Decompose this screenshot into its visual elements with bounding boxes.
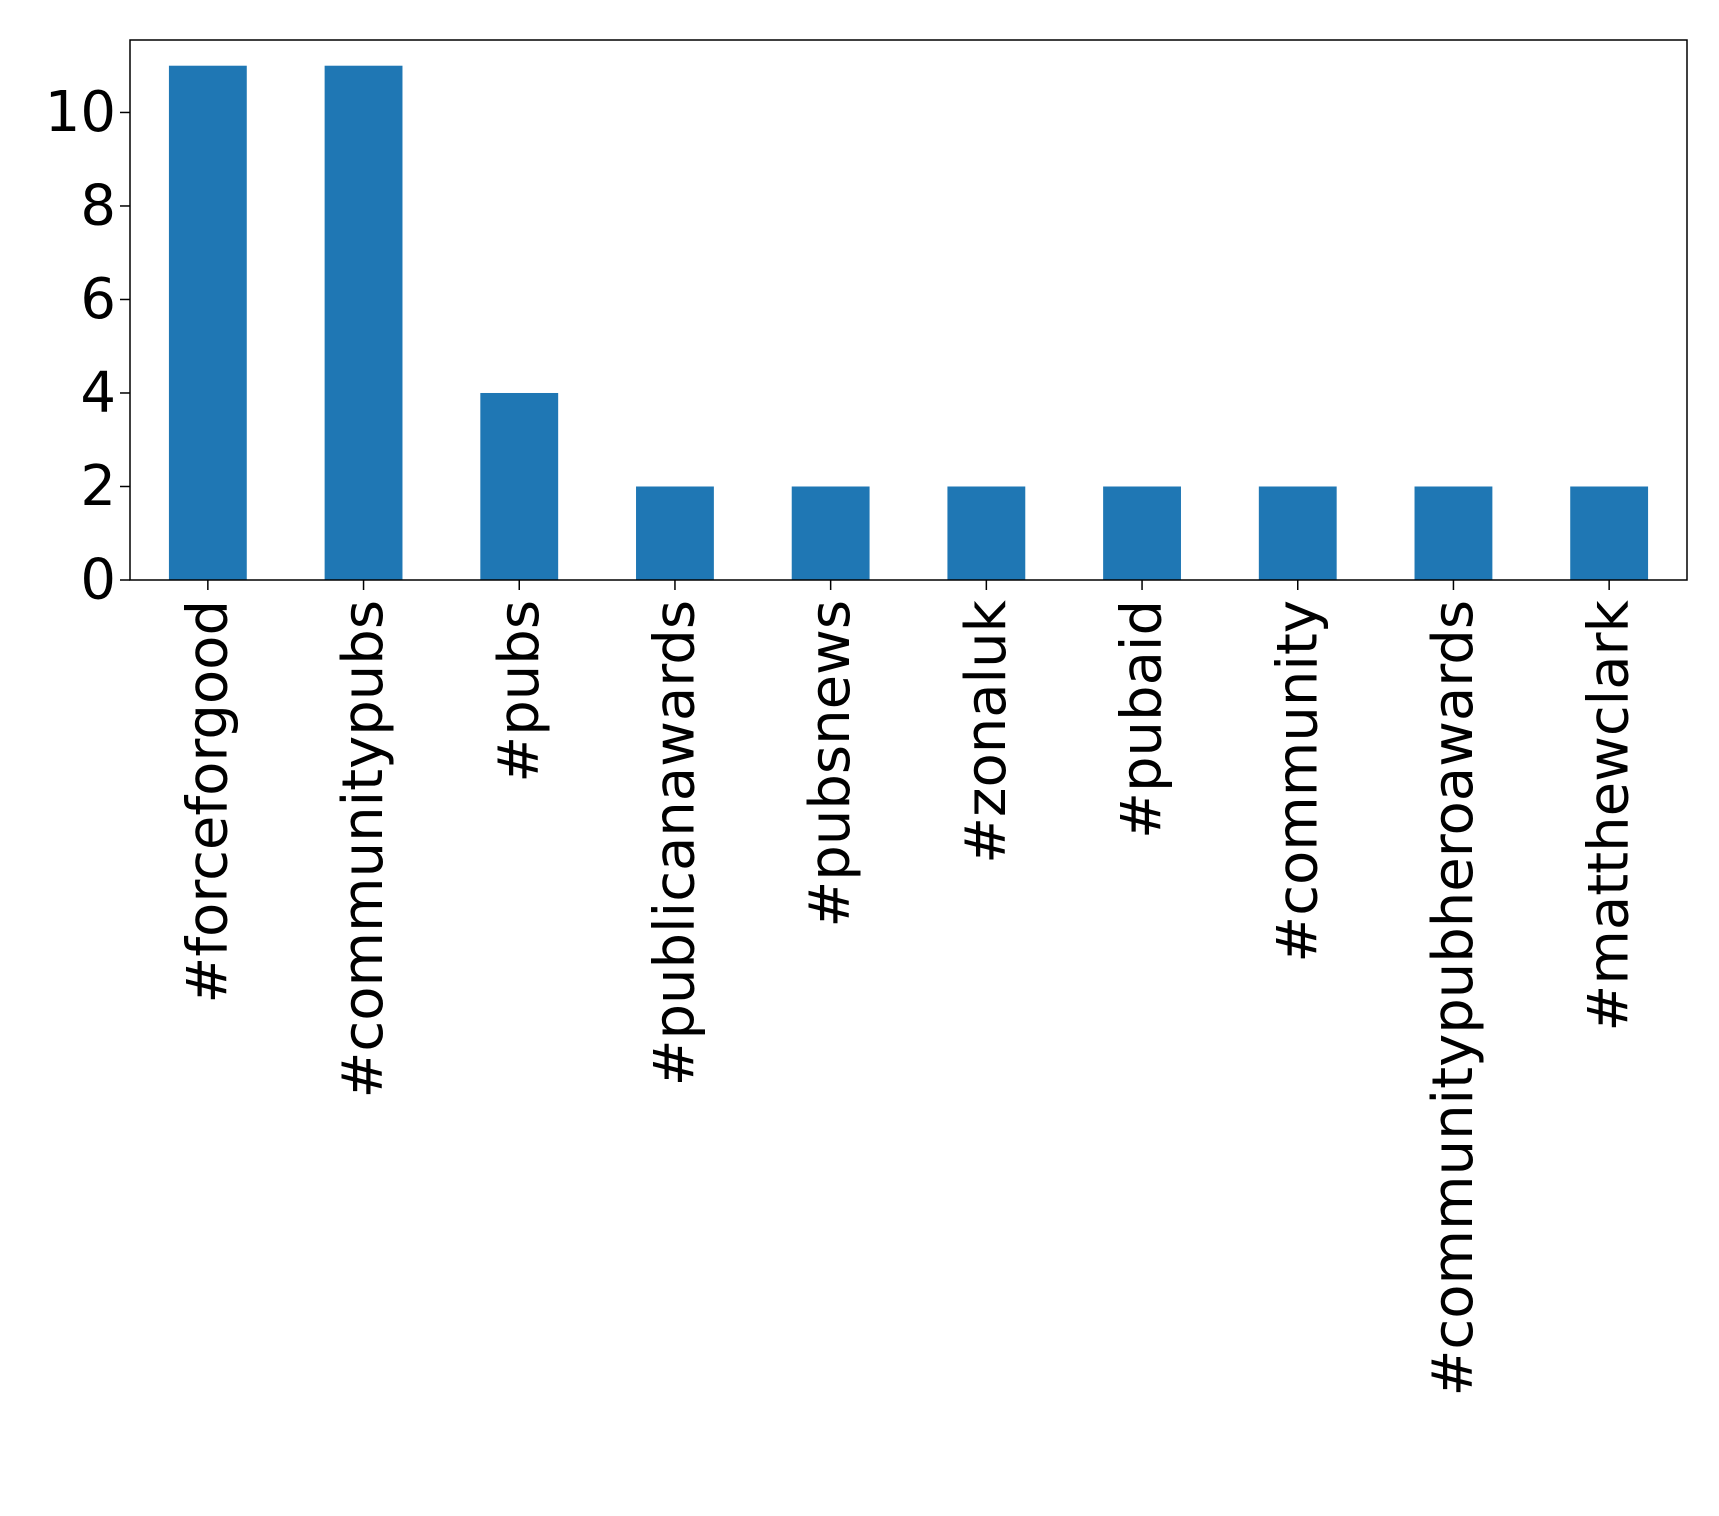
bar-6 — [1103, 486, 1181, 580]
y-tick-label-0: 0 — [80, 548, 116, 613]
x-tick-label-6: #pubaid — [1110, 600, 1175, 839]
bar-0 — [168, 65, 247, 580]
bar-2 — [480, 392, 559, 580]
bar-3 — [636, 486, 714, 580]
bar-8 — [1414, 486, 1493, 580]
x-tick-label-7: #community — [1265, 600, 1330, 963]
bar-1 — [324, 65, 403, 580]
x-tick-label-3: #publicanawards — [642, 600, 707, 1086]
bar-7 — [1258, 486, 1337, 580]
x-tick-label-0: #forceforgood — [175, 600, 240, 1004]
bar-5 — [947, 486, 1026, 580]
x-tick-label-5: #zonaluk — [954, 599, 1019, 863]
y-tick-label-1: 2 — [80, 454, 116, 519]
x-tick-label-2: #pubs — [487, 600, 552, 783]
y-tick-label-4: 8 — [80, 173, 116, 238]
x-tick-label-8: #communitypubheroawards — [1421, 600, 1486, 1397]
x-tick-label-1: #communitypubs — [331, 600, 396, 1098]
y-tick-label-2: 4 — [80, 360, 116, 425]
plot-frame — [129, 39, 1688, 581]
y-tick-label-5: 10 — [45, 80, 116, 145]
bar-4 — [791, 486, 870, 580]
bar-9 — [1570, 486, 1649, 580]
y-tick-label-3: 6 — [80, 267, 116, 332]
y-axis: 0 2 4 6 8 10 — [45, 80, 130, 613]
x-axis: #forceforgood #communitypubs #pubs #publica… — [175, 580, 1642, 1397]
x-tick-label-4: #pubsnews — [798, 600, 863, 928]
bars-layer — [168, 65, 1649, 580]
x-tick-label-9: #matthewclark — [1577, 599, 1642, 1031]
